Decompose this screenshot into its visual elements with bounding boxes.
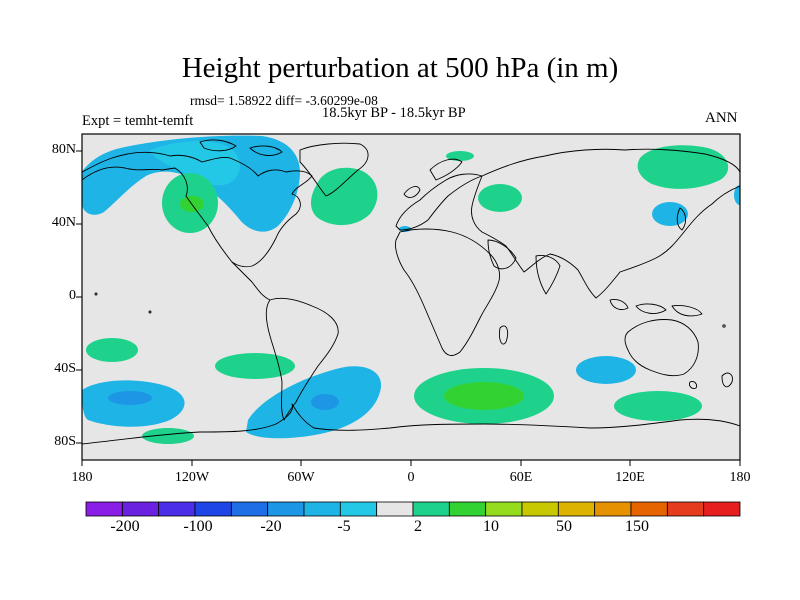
experiment-label: Expt = temht-temft (82, 113, 194, 129)
contour-blue-arctic-na (82, 135, 300, 232)
colorbar-swatch (485, 501, 523, 517)
colorbar-swatch (376, 501, 414, 517)
colorbar (85, 501, 741, 517)
colorbar-label-3: -20 (260, 518, 282, 535)
contour-blue-dateline (734, 185, 740, 205)
colorbar-swatch (267, 501, 305, 517)
colorbar-label-4: -5 (337, 518, 351, 535)
contour-fills (82, 135, 740, 444)
colorbar-swatch (630, 501, 668, 517)
colorbar-swatch (303, 501, 341, 517)
contour-green-s-atlantic-core (444, 382, 524, 410)
contour-green-ne-asia (637, 145, 729, 189)
colorbar-swatch (703, 501, 741, 517)
colorbar-swatch (230, 501, 269, 517)
colorbar-swatch (594, 501, 632, 517)
colorbar-label-5: 2 (414, 518, 422, 535)
contour-green-asia (478, 184, 522, 212)
x-tick-label-180w: 180 (71, 470, 93, 485)
coastlines (82, 139, 740, 445)
colorbar-swatch (666, 501, 705, 517)
contour-green-small-arctic (446, 151, 474, 161)
colorbar-label-6: 10 (483, 518, 499, 535)
colorbar-swatch (158, 501, 196, 517)
colorbar-swatch (194, 501, 232, 517)
contour-green-s-pacific-3 (142, 428, 194, 444)
colorbar-label-1: -200 (110, 518, 140, 535)
x-tick-label-0: 0 (407, 470, 415, 485)
contour-blue-drake-core (311, 394, 339, 410)
axis-ticks (76, 150, 741, 466)
contour-green-s-indian (614, 391, 702, 421)
contour-green-atlantic (311, 167, 378, 226)
y-tick-label-40n: 40N (51, 215, 76, 230)
contour-blue-australia-s (576, 356, 636, 384)
colorbar-label-8: 150 (625, 518, 649, 535)
page-title: Height perturbation at 500 hPa (in m) (181, 52, 619, 84)
contour-green-s-pacific-2 (215, 353, 295, 379)
colorbar-label-7: 50 (556, 518, 572, 535)
x-tick-label-60w: 60W (287, 470, 315, 485)
stats-label: rmsd= 1.58922 diff= -3.60299e-08 (190, 93, 378, 108)
contour-blue-arctic-core (150, 141, 240, 186)
y-tick-label-80n: 80N (51, 142, 76, 157)
y-tick-label-0: 0 (69, 288, 76, 303)
colorbar-swatch (121, 501, 160, 517)
x-tick-label-180e: 180 (729, 470, 751, 485)
x-tick-label-60e: 60E (509, 470, 533, 485)
period-label: 18.5kyr BP - 18.5kyr BP (322, 105, 466, 121)
colorbar-swatch (412, 501, 450, 517)
y-tick-label-40s: 40S (54, 361, 76, 376)
colorbar-swatch (85, 501, 123, 517)
colorbar-swatch (339, 501, 378, 517)
contour-green-s-pacific (86, 338, 138, 362)
x-tick-label-120e: 120E (615, 470, 645, 485)
colorbar-label-2: -100 (183, 518, 213, 535)
contour-blue-japan (652, 202, 688, 226)
contour-blue-s-pacific-core (108, 391, 152, 405)
season-label: ANN (705, 110, 738, 126)
y-tick-label-80s: 80S (54, 434, 76, 449)
x-tick-label-120w: 120W (174, 470, 210, 485)
colorbar-swatch (521, 501, 559, 517)
colorbar-swatch (557, 501, 596, 517)
colorbar-swatch (448, 501, 487, 517)
